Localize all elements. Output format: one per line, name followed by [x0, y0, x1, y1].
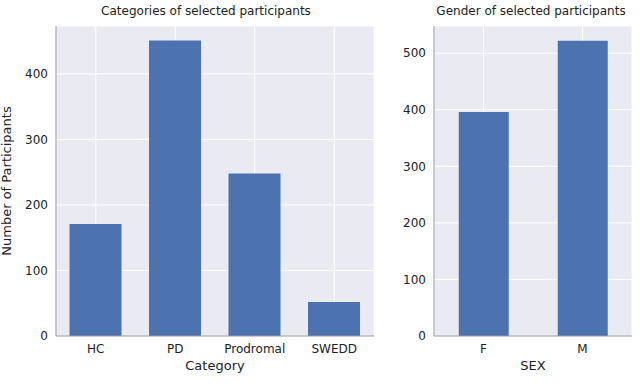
svg-text:F: F: [480, 342, 487, 356]
svg-text:SEX: SEX: [520, 358, 545, 373]
svg-text:PD: PD: [167, 342, 183, 356]
svg-text:Number of Participants: Number of Participants: [8, 106, 14, 256]
svg-text:SWEDD: SWEDD: [311, 342, 357, 356]
svg-text:200: 200: [25, 198, 48, 212]
svg-text:HC: HC: [87, 342, 104, 356]
svg-text:400: 400: [25, 67, 48, 81]
svg-text:300: 300: [25, 133, 48, 147]
svg-text:Category: Category: [185, 358, 245, 373]
html-text:Gender of selected participant: Gender of selected participants: [436, 4, 626, 18]
svg-text:300: 300: [403, 160, 426, 174]
svg-text:0: 0: [418, 329, 426, 343]
svg-text:400: 400: [403, 103, 426, 117]
svg-text:100: 100: [25, 264, 48, 278]
svg-text:100: 100: [403, 273, 426, 287]
svg-text:500: 500: [403, 46, 426, 60]
svg-text:200: 200: [403, 216, 426, 230]
svg-text:M: M: [577, 342, 587, 356]
svg-text:0: 0: [40, 329, 48, 343]
html-text:Categories of selected partici: Categories of selected participants: [101, 4, 311, 18]
svg-text:Prodromal: Prodromal: [224, 342, 285, 356]
